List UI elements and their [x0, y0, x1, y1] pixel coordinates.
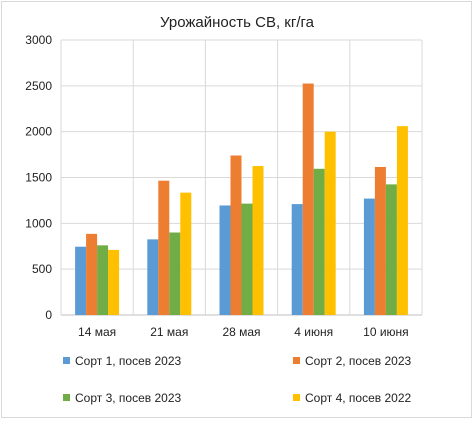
bar — [75, 246, 87, 315]
bar — [374, 166, 386, 315]
bar — [158, 180, 170, 315]
y-tick-label: 2500 — [25, 79, 52, 93]
y-tick-label: 1000 — [25, 216, 52, 230]
y-tick-label: 3000 — [25, 33, 52, 47]
x-tick-label: 28 мая — [222, 325, 260, 339]
x-tick-label: 10 июня — [363, 325, 409, 339]
y-tick-label: 500 — [32, 262, 52, 276]
x-tick-label: 21 мая — [150, 325, 188, 339]
bar — [396, 126, 408, 316]
bar — [169, 232, 181, 315]
gridlines — [60, 39, 423, 316]
bar — [230, 155, 242, 315]
bar — [385, 184, 397, 315]
bar — [180, 192, 192, 315]
bar — [97, 245, 109, 315]
bar — [363, 198, 375, 315]
legend-label: Сорт 3, посев 2023 — [75, 391, 181, 405]
legend-swatch — [63, 394, 70, 401]
y-tick-label: 0 — [45, 308, 52, 322]
legend-label: Сорт 4, посев 2022 — [305, 391, 411, 405]
x-tick-label: 14 мая — [78, 325, 116, 339]
bar — [252, 166, 264, 315]
chart-title: Урожайность СВ, кг/га — [160, 14, 315, 31]
y-tick-label: 1500 — [25, 171, 52, 185]
x-axis-ticks: 14 мая 21 мая 28 мая 4 июня 10 июня — [78, 325, 409, 339]
x-tick-label: 4 июня — [294, 325, 333, 339]
legend-swatch — [63, 357, 70, 364]
bar — [324, 131, 336, 315]
bar — [219, 205, 231, 315]
bar — [86, 233, 98, 315]
legend-swatch — [293, 357, 300, 364]
bar — [108, 249, 120, 315]
legend-label: Сорт 2, посев 2023 — [305, 354, 411, 368]
legend-label: Сорт 1, посев 2023 — [75, 354, 181, 368]
bars — [75, 83, 408, 316]
bar — [291, 204, 303, 315]
bar — [302, 83, 314, 316]
legend: Сорт 1, посев 2023 Сорт 2, посев 2023 Сорт… — [63, 354, 411, 405]
y-tick-label: 2000 — [25, 125, 52, 139]
y-axis-ticks: 0 500 1000 1500 2000 2500 3000 — [25, 33, 52, 322]
bar — [147, 239, 159, 315]
legend-swatch — [293, 394, 300, 401]
bar — [313, 168, 325, 315]
bar — [241, 203, 253, 315]
